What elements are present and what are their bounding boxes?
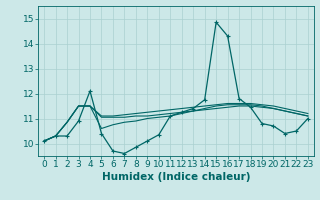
X-axis label: Humidex (Indice chaleur): Humidex (Indice chaleur): [102, 172, 250, 182]
